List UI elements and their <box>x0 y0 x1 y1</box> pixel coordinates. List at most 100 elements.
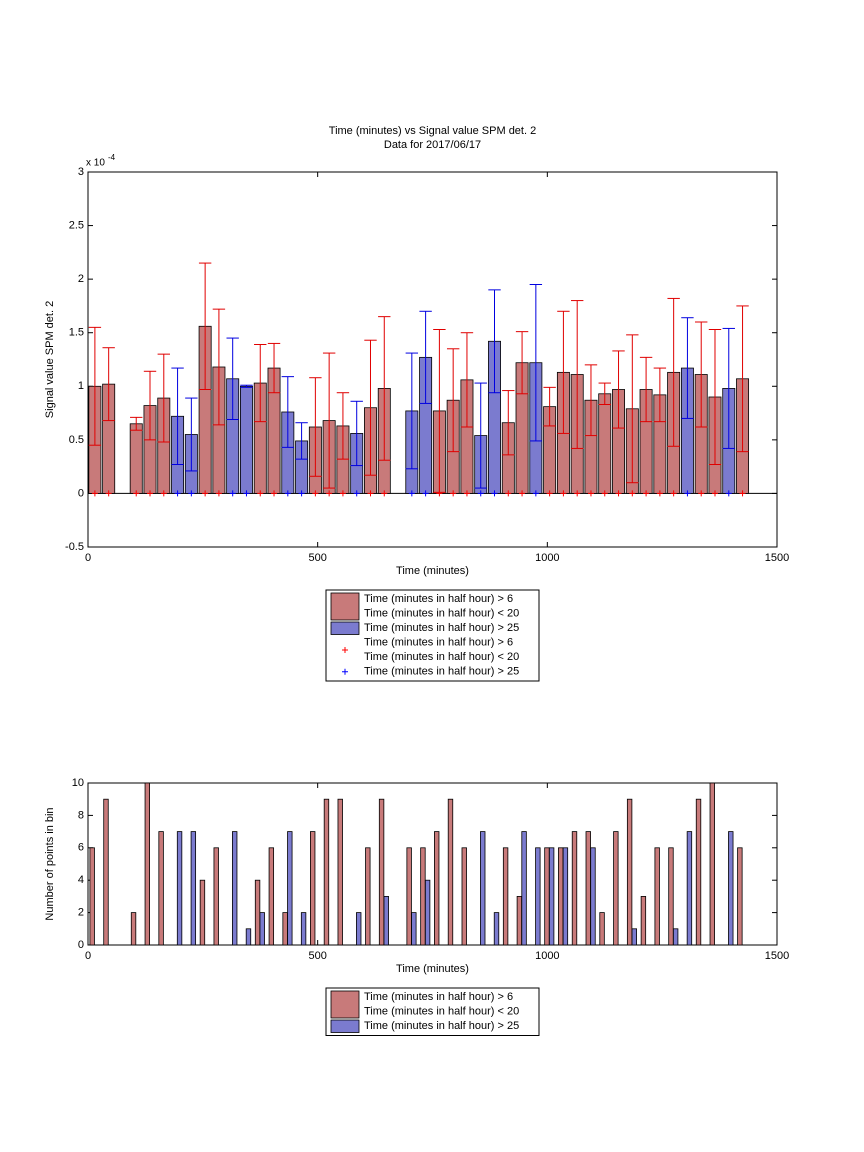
marker <box>725 490 732 497</box>
bar <box>176 831 183 946</box>
bar <box>626 798 633 946</box>
y-multiplier-exponent: -4 <box>108 153 116 162</box>
legend-label: Time (minutes in half hour) > 6 <box>364 991 513 1003</box>
x-axis-label: Time (minutes) <box>396 565 469 577</box>
marker <box>133 490 140 497</box>
y-tick-label: 0 <box>78 939 84 951</box>
marker <box>353 490 360 497</box>
x-tick-label: 0 <box>85 552 91 564</box>
marker <box>519 490 526 497</box>
legend-marker <box>342 668 348 675</box>
y-tick-label: 0 <box>78 487 84 499</box>
legend-box <box>325 987 540 1036</box>
y-tick-label: 6 <box>78 842 84 854</box>
marker <box>422 490 429 497</box>
bar <box>434 831 440 946</box>
marker <box>711 490 718 497</box>
y-tick-label: 0.5 <box>69 434 84 446</box>
x-tick-label: 1000 <box>535 552 559 564</box>
marker <box>326 490 333 497</box>
bar <box>287 831 293 946</box>
marker <box>450 490 457 497</box>
bar <box>672 928 679 946</box>
bar <box>282 912 288 946</box>
bar <box>516 896 523 946</box>
bar <box>259 912 265 946</box>
bar <box>365 847 371 946</box>
y-tick-label: 2.5 <box>69 219 84 231</box>
x-axis-label: Time (minutes) <box>396 963 469 975</box>
marker <box>615 490 622 497</box>
marker <box>202 490 209 497</box>
marker <box>587 490 594 497</box>
bar <box>310 831 316 946</box>
bar <box>383 896 389 946</box>
x-tick-label: 0 <box>85 950 91 962</box>
marker <box>408 490 415 497</box>
bar <box>695 798 702 946</box>
marker <box>574 490 581 497</box>
legend-label: Time (minutes in half hour) > 6 <box>364 593 513 605</box>
marker <box>174 490 181 497</box>
marker <box>367 490 374 497</box>
marker <box>546 490 553 497</box>
y-tick-label: 2 <box>78 907 84 919</box>
y-axis-label: Number of points in bin <box>44 807 56 920</box>
legend-label: Time (minutes in half hour) < 20 <box>364 607 519 619</box>
bar <box>199 879 206 946</box>
marker <box>560 490 567 497</box>
marker <box>684 490 691 497</box>
bar <box>502 847 509 946</box>
marker <box>601 490 608 497</box>
legend-label: Time (minutes in half hour) > 25 <box>364 665 519 677</box>
bar <box>158 831 164 946</box>
bar <box>613 831 619 946</box>
legend-label: Time (minutes in half hour) > 6 <box>364 636 513 648</box>
y-tick-label: 8 <box>78 809 84 821</box>
marker <box>698 490 705 497</box>
marker <box>160 490 167 497</box>
x-tick-label: 500 <box>308 950 326 962</box>
bar <box>558 847 564 946</box>
bar <box>590 847 596 946</box>
chart-title: Time (minutes) vs Signal value SPM det. … <box>329 125 536 137</box>
marker <box>339 490 346 497</box>
y-tick-label: 3 <box>78 166 84 178</box>
y-tick-label: 2 <box>78 273 84 285</box>
bar <box>640 896 647 946</box>
marker <box>436 490 443 497</box>
marker <box>257 490 264 497</box>
legend-label: Time (minutes in half hour) < 20 <box>364 651 519 663</box>
marker <box>505 490 512 497</box>
marker <box>91 490 98 497</box>
bar <box>424 879 431 946</box>
bar <box>535 847 541 946</box>
bar <box>356 912 362 946</box>
legend-label: Time (minutes in half hour) > 25 <box>364 1020 519 1032</box>
legend-swatch <box>330 621 360 635</box>
bar <box>599 912 605 946</box>
bar <box>420 847 426 946</box>
bar <box>654 847 660 946</box>
bar <box>562 847 569 946</box>
bar <box>544 847 550 946</box>
bar <box>686 831 693 946</box>
bar <box>337 798 343 946</box>
bar <box>728 831 734 946</box>
marker <box>147 490 154 497</box>
marker <box>532 490 539 497</box>
bar <box>240 385 253 494</box>
marker <box>188 490 195 497</box>
x-tick-label: 1500 <box>765 552 789 564</box>
bar <box>254 879 261 946</box>
y-tick-label: 1.5 <box>69 327 84 339</box>
bar <box>598 393 612 494</box>
legend-swatch <box>330 592 360 621</box>
chart-subtitle: Data for 2017/06/17 <box>384 139 481 151</box>
y-tick-label: 4 <box>78 874 84 886</box>
marker <box>229 490 236 497</box>
y-tick-label: 10 <box>72 777 84 789</box>
marker <box>243 490 250 497</box>
bar <box>89 847 95 946</box>
